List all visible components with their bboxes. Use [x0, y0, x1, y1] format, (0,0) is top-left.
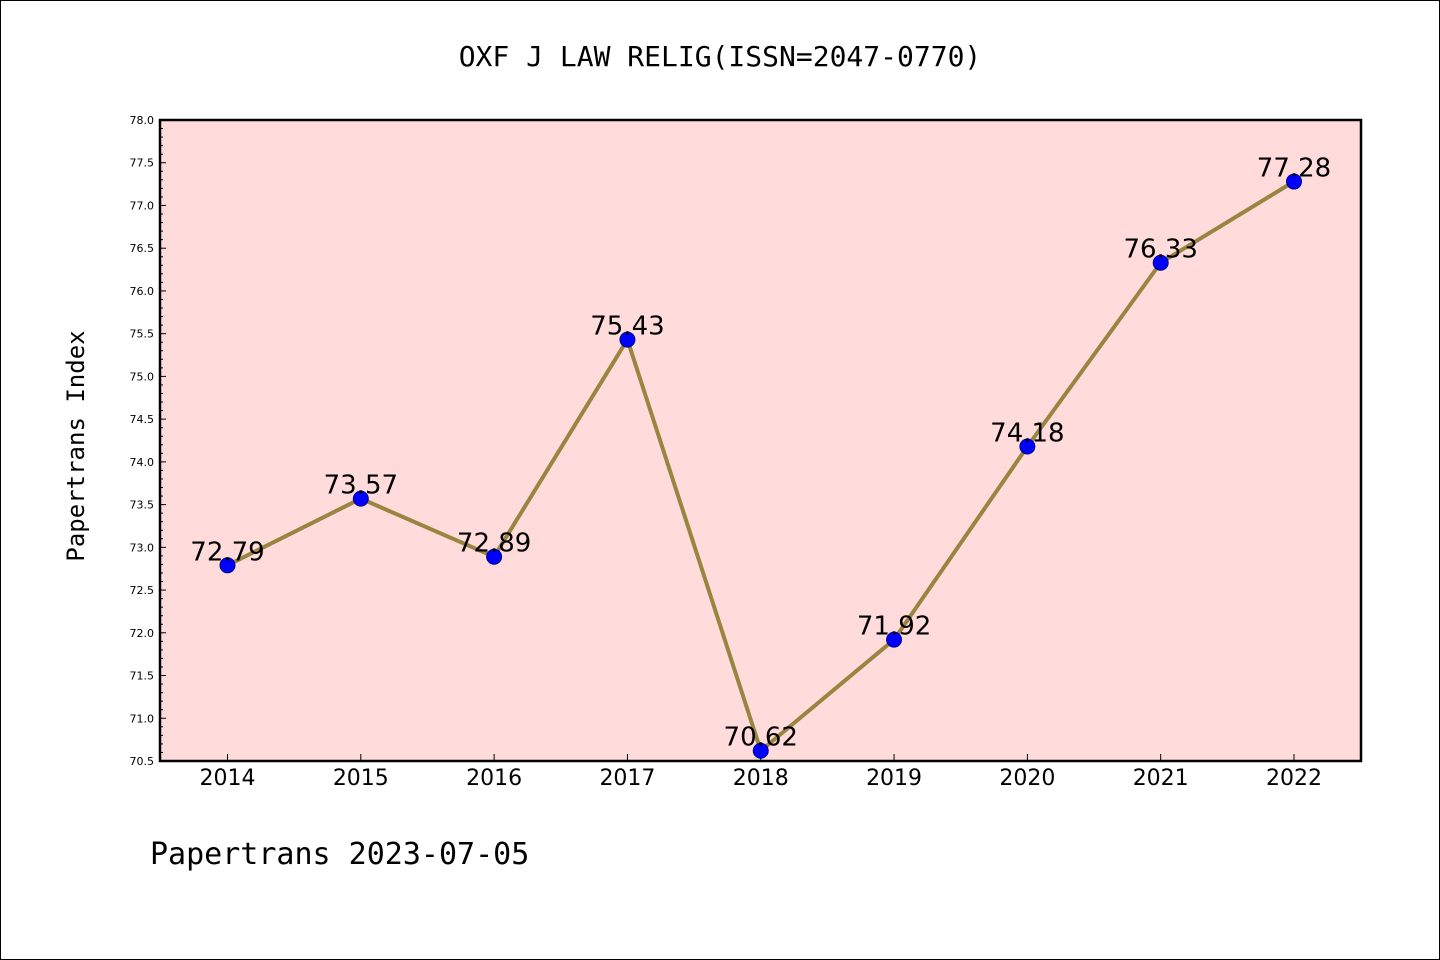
- y-axis-label: Papertrans Index: [62, 330, 90, 561]
- y-tick-label: 71.0: [130, 712, 155, 725]
- data-point-marker: [219, 557, 236, 574]
- data-label: 70.62: [724, 723, 798, 753]
- data-points: [219, 173, 1302, 759]
- data-point-marker: [752, 742, 769, 759]
- data-labels: 72.79 73.57 72.89 75.43 70.62 71.92 74.18 76.33…: [190, 154, 1331, 753]
- data-point-marker: [619, 331, 636, 348]
- data-point-marker: [486, 548, 503, 565]
- y-tick-label: 73.0: [130, 541, 155, 554]
- data-label: 76.33: [1123, 235, 1197, 265]
- x-axis: 2014 2015 2016 2017 2018 2019 2020 2021 2022: [200, 754, 1322, 791]
- x-tick-label: 2015: [333, 766, 389, 791]
- y-tick-label: 72.5: [130, 584, 155, 597]
- plot-area: [160, 120, 1361, 761]
- data-point-marker: [1019, 438, 1036, 455]
- y-tick-label: 77.5: [130, 157, 155, 170]
- data-point-marker: [1286, 173, 1302, 190]
- x-tick-label: 2019: [866, 766, 922, 791]
- y-tick-label: 74.5: [130, 413, 155, 426]
- data-label: 77.28: [1257, 154, 1331, 184]
- data-label: 72.89: [457, 529, 531, 559]
- y-tick-label: 72.0: [130, 627, 155, 640]
- x-tick-label: 2021: [1133, 766, 1189, 791]
- y-tick-label: 74.0: [130, 456, 155, 469]
- data-label: 73.57: [324, 471, 398, 501]
- y-tick-label: 76.5: [130, 242, 155, 255]
- data-label: 72.79: [190, 537, 264, 567]
- x-tick-label: 2016: [466, 766, 522, 791]
- y-tick-label: 75.0: [130, 370, 155, 383]
- y-tick-label: 77.0: [130, 199, 155, 212]
- data-label: 71.92: [857, 612, 931, 642]
- x-tick-label: 2022: [1266, 766, 1322, 791]
- plot-border: [158, 118, 1363, 763]
- data-label: 74.18: [990, 418, 1064, 448]
- data-point-marker: [352, 490, 369, 507]
- y-axis: 70.5 71.0 71.5 72.0 72.5 73.0 73.5 74.0 74.5 75.0…: [130, 114, 166, 768]
- y-tick-label: 75.5: [130, 328, 155, 341]
- y-tick-label: 76.0: [130, 285, 155, 298]
- y-tick-label: 70.5: [130, 755, 155, 768]
- x-tick-label: 2020: [999, 766, 1055, 791]
- data-point-marker: [1152, 254, 1169, 271]
- x-tick-label: 2017: [599, 766, 655, 791]
- y-tick-label: 73.5: [130, 499, 155, 512]
- y-tick-label: 78.0: [130, 114, 155, 127]
- chart-title: OXF J LAW RELIG(ISSN=2047-0770): [459, 40, 982, 73]
- data-point-marker: [886, 631, 903, 648]
- footer-text: Papertrans 2023-07-05: [150, 837, 529, 872]
- x-tick-label: 2018: [733, 766, 789, 791]
- data-label: 75.43: [590, 312, 664, 342]
- x-tick-label: 2014: [200, 766, 256, 791]
- y-tick-label: 71.5: [130, 670, 155, 683]
